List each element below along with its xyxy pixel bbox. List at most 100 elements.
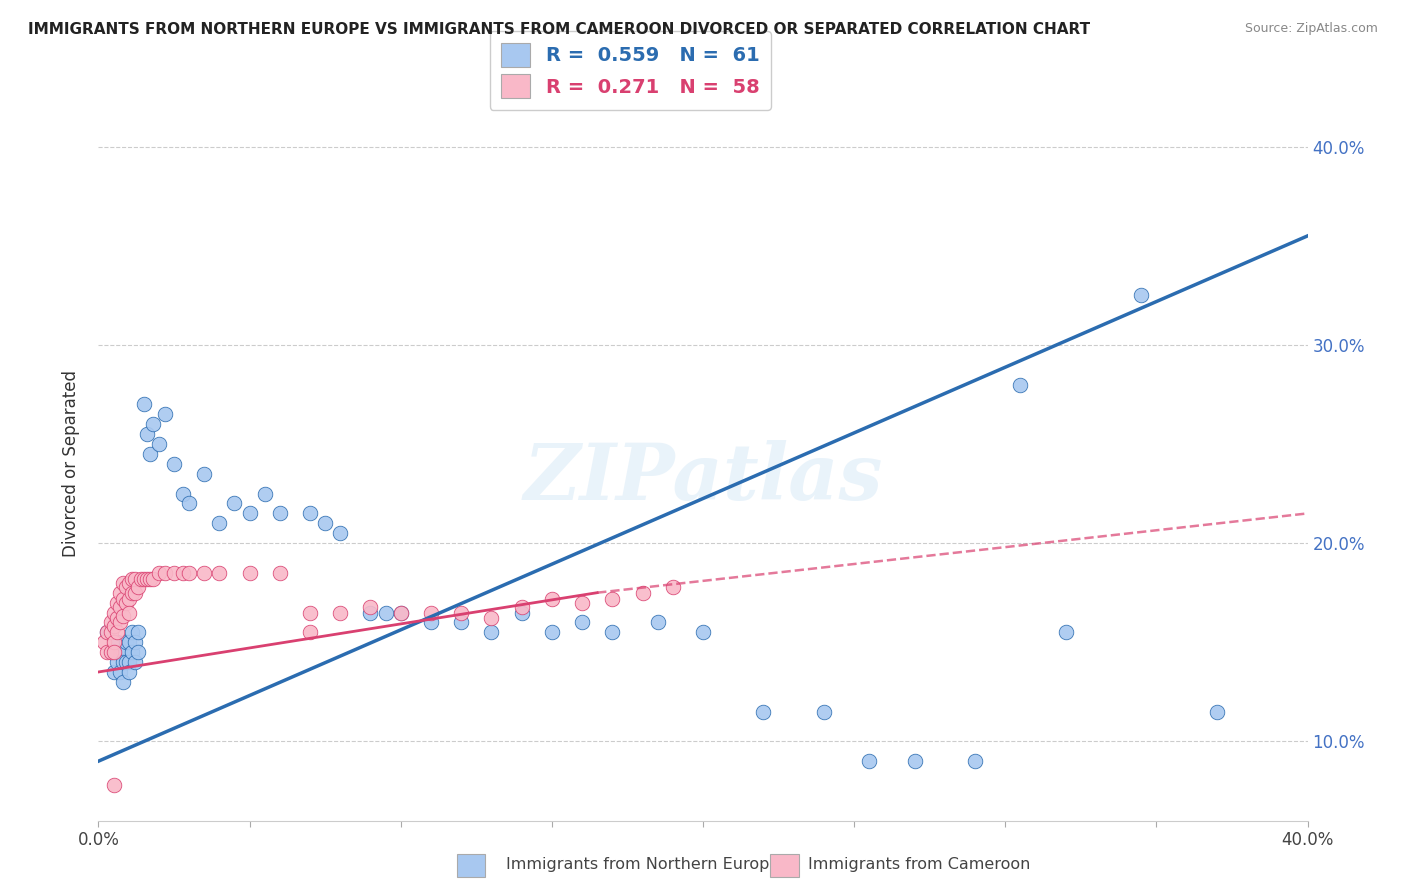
Point <box>172 566 194 580</box>
Point <box>105 655 128 669</box>
Point <box>208 516 231 531</box>
Point <box>148 437 170 451</box>
Point <box>389 606 412 620</box>
Point <box>965 754 987 768</box>
Point <box>1010 377 1032 392</box>
Point <box>239 507 262 521</box>
Point <box>148 566 170 580</box>
Point <box>105 625 128 640</box>
Point <box>132 572 155 586</box>
Point <box>100 645 122 659</box>
Point <box>153 566 176 580</box>
Point <box>127 625 149 640</box>
Text: Source: ZipAtlas.com: Source: ZipAtlas.com <box>1244 22 1378 36</box>
Point <box>631 585 654 599</box>
Point <box>111 609 134 624</box>
Point <box>100 645 122 659</box>
Point <box>813 705 835 719</box>
Point <box>153 407 176 421</box>
Point <box>374 606 396 620</box>
Point <box>118 606 141 620</box>
Point <box>124 655 146 669</box>
Point <box>450 615 472 630</box>
Point <box>481 611 503 625</box>
Point <box>172 486 194 500</box>
Point <box>103 645 125 659</box>
Point <box>121 645 143 659</box>
Point <box>124 572 146 586</box>
Point <box>114 655 136 669</box>
Point <box>571 596 593 610</box>
Point <box>1130 288 1153 302</box>
Point <box>1206 705 1229 719</box>
Point <box>1054 625 1077 640</box>
Legend: R =  0.559   N =  61, R =  0.271   N =  58: R = 0.559 N = 61, R = 0.271 N = 58 <box>489 31 772 110</box>
Point <box>121 585 143 599</box>
Point <box>389 606 412 620</box>
Point <box>103 606 125 620</box>
Point <box>752 705 775 719</box>
Point <box>193 467 215 481</box>
Point <box>103 778 125 792</box>
Point <box>139 447 162 461</box>
Point <box>118 665 141 679</box>
Point <box>103 635 125 649</box>
Point <box>108 645 131 659</box>
Point <box>118 591 141 606</box>
Point <box>108 585 131 599</box>
Point <box>540 591 562 606</box>
Point <box>269 566 291 580</box>
Point <box>299 606 322 620</box>
Point <box>142 572 165 586</box>
Point <box>420 606 443 620</box>
Point <box>103 645 125 659</box>
Point <box>129 572 152 586</box>
Point <box>105 596 128 610</box>
Point <box>193 566 215 580</box>
Point <box>858 754 880 768</box>
Point <box>329 526 352 541</box>
Point <box>163 457 186 471</box>
Point <box>124 635 146 649</box>
Text: Immigrants from Cameroon: Immigrants from Cameroon <box>808 857 1031 872</box>
Point <box>661 580 683 594</box>
Point <box>360 606 382 620</box>
Text: Immigrants from Northern Europe: Immigrants from Northern Europe <box>506 857 779 872</box>
Point <box>100 615 122 630</box>
Point <box>420 615 443 630</box>
Point <box>269 507 291 521</box>
Point <box>111 575 134 590</box>
Point <box>118 575 141 590</box>
Point <box>121 572 143 586</box>
Point <box>135 572 157 586</box>
Point <box>105 611 128 625</box>
Point <box>132 397 155 411</box>
Point <box>571 615 593 630</box>
Point <box>96 625 118 640</box>
Text: ZIPatlas: ZIPatlas <box>523 440 883 516</box>
Point <box>114 596 136 610</box>
Point <box>118 635 141 649</box>
Point <box>111 674 134 689</box>
Point <box>179 566 201 580</box>
Point <box>647 615 669 630</box>
Point <box>540 625 562 640</box>
Point <box>142 417 165 432</box>
Point <box>135 427 157 442</box>
Point <box>103 619 125 633</box>
Y-axis label: Divorced or Separated: Divorced or Separated <box>62 370 80 558</box>
Point <box>103 665 125 679</box>
Point <box>118 655 141 669</box>
Point <box>602 625 624 640</box>
Point <box>179 496 201 510</box>
Point <box>96 625 118 640</box>
Point <box>510 606 533 620</box>
Point <box>96 645 118 659</box>
Point <box>239 566 262 580</box>
Point <box>93 635 115 649</box>
Point <box>121 625 143 640</box>
Point <box>111 591 134 606</box>
Point <box>108 615 131 630</box>
Point <box>127 645 149 659</box>
Point <box>602 591 624 606</box>
